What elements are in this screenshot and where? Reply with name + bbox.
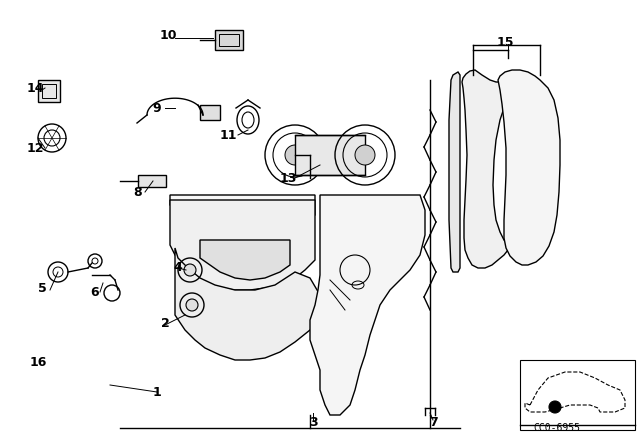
Polygon shape — [170, 195, 315, 228]
Text: 8: 8 — [134, 185, 142, 198]
Text: 2: 2 — [161, 316, 170, 329]
Polygon shape — [170, 200, 315, 290]
Text: 6: 6 — [91, 285, 99, 298]
Polygon shape — [310, 195, 425, 415]
Circle shape — [549, 401, 561, 413]
Text: 10: 10 — [159, 29, 177, 42]
Text: 7: 7 — [429, 415, 437, 428]
Bar — [42, 84, 56, 98]
Polygon shape — [449, 72, 460, 272]
Text: 16: 16 — [29, 356, 47, 369]
Text: 1: 1 — [152, 385, 161, 399]
Text: 4: 4 — [173, 260, 182, 273]
Text: 12: 12 — [26, 142, 44, 155]
Text: 3: 3 — [308, 415, 317, 428]
Bar — [138, 175, 166, 187]
Text: CC0-6955: CC0-6955 — [534, 423, 580, 433]
Bar — [219, 34, 239, 46]
Bar — [38, 80, 60, 102]
Polygon shape — [175, 248, 320, 360]
Text: 15: 15 — [496, 35, 514, 48]
Polygon shape — [462, 70, 516, 268]
Text: 9: 9 — [153, 102, 161, 115]
Polygon shape — [498, 70, 560, 265]
Text: 5: 5 — [38, 281, 46, 294]
Text: 14: 14 — [26, 82, 44, 95]
Circle shape — [184, 264, 196, 276]
Bar — [215, 30, 243, 50]
Bar — [520, 360, 635, 430]
Polygon shape — [200, 240, 290, 280]
Circle shape — [186, 299, 198, 311]
Bar — [295, 135, 365, 175]
Bar — [200, 105, 220, 120]
Circle shape — [285, 145, 305, 165]
Text: 13: 13 — [279, 172, 297, 185]
Text: 11: 11 — [220, 129, 237, 142]
Circle shape — [355, 145, 375, 165]
